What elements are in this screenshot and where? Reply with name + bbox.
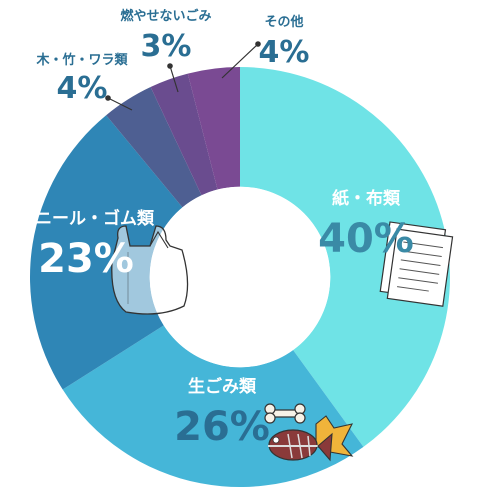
fish-bone-icon: [268, 429, 333, 462]
slice-label-paper: 紙・布類: [332, 188, 401, 209]
slice-value-noncombustible: 3%: [141, 29, 192, 64]
slice-noncombustible: [150, 73, 218, 196]
slice-value-paper: 40%: [318, 216, 414, 262]
slice-label-vinyl: ビニール・ゴム類: [18, 208, 155, 229]
leader-line-wood: [107, 97, 133, 111]
slice-paper: [240, 67, 450, 447]
bone-icon: [264, 403, 306, 424]
leader-dot-other: [255, 41, 261, 47]
slices-group: [29, 67, 450, 487]
donut-hole: [149, 186, 331, 368]
leader-lines: [105, 41, 261, 111]
food-waste-icon: [264, 403, 354, 462]
paper-icon: [379, 221, 454, 307]
slice-value-vinyl: 23%: [38, 236, 134, 282]
labels-group: 紙・布類 40% 生ごみ類 26% ビニール・ゴム類 23% 木・竹・ワラ類 4…: [18, 8, 414, 450]
slice-label-wood: 木・竹・ワラ類: [35, 52, 128, 68]
slice-wood: [106, 86, 202, 208]
slice-vinyl: [29, 115, 183, 390]
slice-label-food: 生ごみ類: [188, 376, 257, 397]
leader-line-noncombustible: [169, 65, 179, 93]
leader-line-other: [221, 43, 259, 79]
slice-other: [187, 67, 240, 190]
slice-value-wood: 4%: [57, 71, 108, 106]
slice-value-other: 4%: [259, 35, 310, 70]
plastic-bag-icon: [111, 225, 189, 315]
leader-dot-noncombustible: [167, 63, 173, 69]
leader-dot-wood: [105, 95, 111, 101]
slice-label-noncombustible: 燃やせないごみ: [120, 8, 211, 24]
slice-label-other: その他: [264, 14, 303, 30]
slice-value-food: 26%: [174, 404, 270, 450]
